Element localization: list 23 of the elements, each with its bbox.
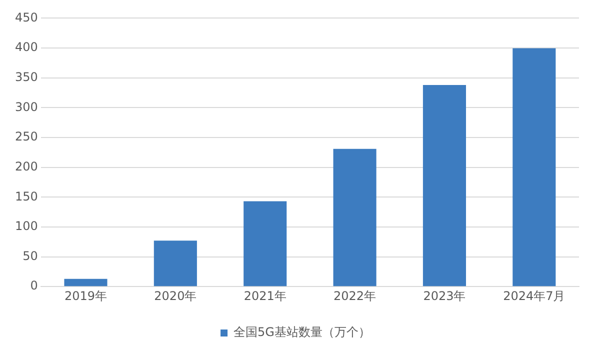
y-tick-label: 400 [15,40,38,54]
bar [422,85,466,286]
bar [512,48,556,286]
bar [244,201,287,286]
bar [64,278,108,286]
y-tick-label: 300 [15,100,38,114]
x-tick-label: 2020年 [154,288,197,303]
bar [154,240,197,286]
x-tick-label: 2021年 [244,288,286,303]
bar [333,148,376,286]
y-tick-label: 200 [15,159,38,174]
y-tick-label: 350 [15,70,38,84]
x-tick-label: 2022年 [334,288,376,303]
y-tick-label: 150 [15,189,38,204]
y-tick-label: 250 [15,130,38,144]
y-tick-label: 450 [15,10,38,24]
x-tick-label: 2019年 [64,288,108,303]
legend-label: 全国5G基站数量（万个） [234,325,370,340]
x-tick-label: 2024年7月 [503,288,566,303]
y-tick-label: 100 [15,219,38,234]
x-tick-label: 2023年 [423,288,466,303]
y-tick-label: 0 [30,278,38,293]
y-tick-label: 50 [22,248,38,263]
